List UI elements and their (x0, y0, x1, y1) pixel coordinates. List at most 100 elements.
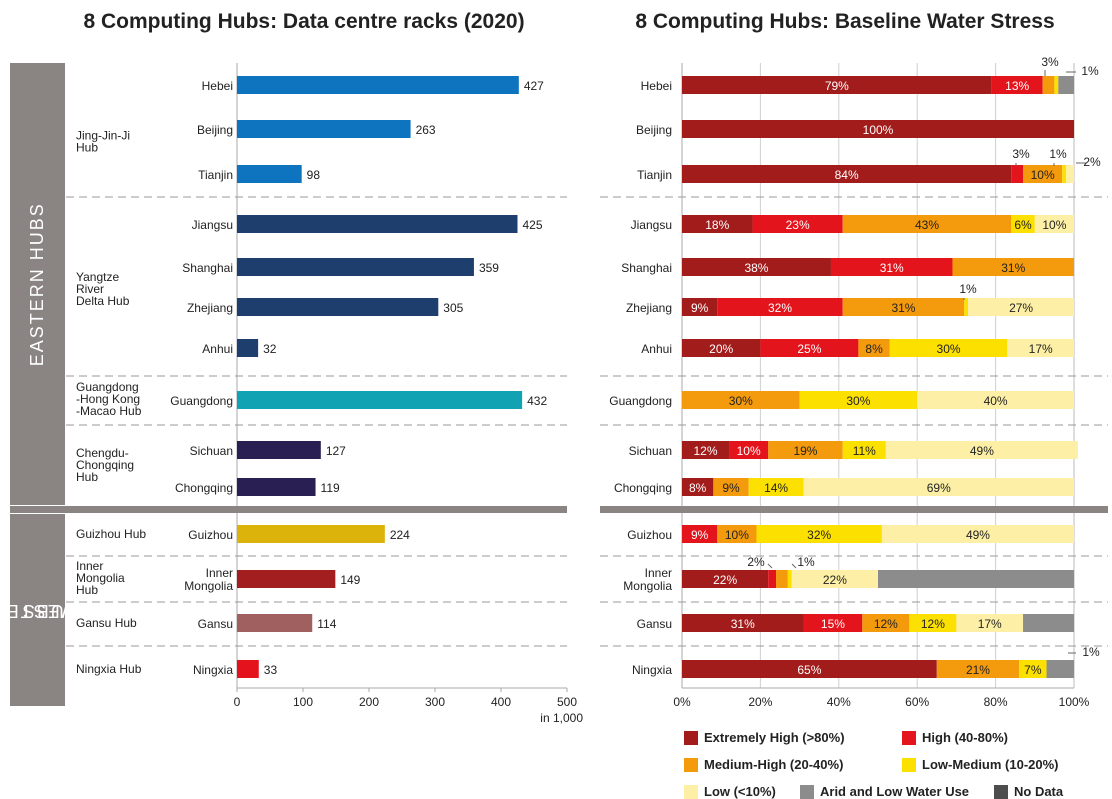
segment-inner-mongolia-arid-and-low-water-use (878, 570, 1074, 588)
hub-label-3-line-1: Chongqing (76, 458, 134, 472)
segment-hebei-high-40-80 (991, 76, 1043, 94)
segment-hebei-extremely-high-80 (682, 76, 992, 94)
row-label-hebei: Hebei (202, 79, 233, 93)
bar-tianjin (237, 165, 302, 183)
segment-hebei-medium-high-20-40 (1042, 76, 1055, 94)
segment-label-sichuan-medium-high-20-40: 19% (793, 444, 817, 458)
segment-label-gansu-low-medium-10-20: 12% (921, 617, 945, 631)
segment-label-zhejiang-medium-high-20-40: 31% (891, 301, 915, 315)
row-label-guangdong: Guangdong (170, 394, 233, 408)
segment-label-inner-mongolia-low-10: 22% (823, 573, 847, 587)
segment-label-tianjin-medium-high-20-40: 10% (1031, 168, 1055, 182)
callout-label-zhejiang-5: 1% (959, 282, 977, 296)
segment-label-guizhou-low-10: 49% (966, 528, 990, 542)
segment-jiangsu-extremely-high-80 (682, 215, 753, 233)
segment-anhui-high-40-80 (760, 339, 859, 357)
legend-swatch-high-40-80 (902, 730, 916, 745)
hub-label-1-line-2: Delta Hub (76, 294, 130, 308)
hub-label-2-line-1: -Hong Kong (76, 392, 140, 406)
hub-label-1-line-1: River (76, 282, 104, 296)
segment-label-sichuan-low-10: 49% (970, 444, 994, 458)
segment-gansu-low-medium-10-20 (909, 614, 957, 632)
segment-guizhou-medium-high-20-40 (717, 525, 757, 543)
row-label-sichuan: Sichuan (629, 444, 672, 458)
segment-chongqing-extremely-high-80 (682, 478, 714, 496)
segment-label-sichuan-high-40-80: 10% (737, 444, 761, 458)
row-label-sichuan: Sichuan (190, 444, 233, 458)
legend-item-arid-and-low-water-use: Arid and Low Water Use (800, 784, 969, 799)
row-label-inner-mongolia-1: Mongolia (184, 579, 233, 593)
eastern-hubs-label: EASTERN HUBS (10, 63, 65, 505)
segment-jiangsu-medium-high-20-40 (842, 215, 1012, 233)
segment-sichuan-medium-high-20-40 (768, 441, 843, 459)
hub-label-0-line-0: Jing-Jin-Ji (76, 129, 130, 143)
segment-tianjin-high-40-80 (1011, 165, 1024, 183)
hub-label-1-line-0: Yangtze (76, 270, 119, 284)
callout-leader-7 (791, 563, 797, 569)
row-label-guangdong: Guangdong (609, 394, 672, 408)
x-tick-label-500: 500 (557, 695, 577, 709)
segment-gansu-medium-high-20-40 (862, 614, 910, 632)
segment-chongqing-low-10 (803, 478, 1074, 496)
segment-anhui-low-medium-10-20 (889, 339, 1008, 357)
legend-swatch-extremely-high-80 (684, 730, 698, 745)
row-label-anhui: Anhui (641, 342, 672, 356)
x-tick-label-3: 60% (905, 695, 929, 709)
segment-chongqing-medium-high-20-40 (713, 478, 749, 496)
segment-shanghai-medium-high-20-40 (952, 258, 1074, 276)
segment-anhui-medium-high-20-40 (858, 339, 890, 357)
segment-label-beijing-extremely-high-80: 100% (863, 123, 894, 137)
value-label-chongqing: 119 (321, 481, 340, 495)
legend-item-extremely-high-80: Extremely High (>80%) (684, 730, 845, 745)
legend-label-no-data: No Data (1014, 784, 1064, 799)
segment-label-anhui-medium-high-20-40: 8% (865, 342, 883, 356)
segment-label-gansu-low-10: 17% (978, 617, 1002, 631)
legend-label-extremely-high-80: Extremely High (>80%) (704, 730, 845, 745)
segment-ningxia-extremely-high-80 (682, 660, 937, 678)
segment-zhejiang-low-medium-10-20 (964, 298, 969, 316)
legend-swatch-low-medium-10-20 (902, 757, 916, 772)
row-label-inner-mongolia-0: Inner (206, 566, 233, 580)
segment-label-guangdong-medium-high-20-40: 30% (729, 394, 753, 408)
segment-guizhou-high-40-80 (682, 525, 718, 543)
segment-label-chongqing-low-10: 69% (927, 481, 951, 495)
row-label-inner-mongolia-1: Mongolia (623, 579, 672, 593)
value-label-gansu: 114 (317, 617, 336, 631)
segment-label-anhui-low-10: 17% (1029, 342, 1053, 356)
segment-label-guizhou-low-medium-10-20: 32% (807, 528, 831, 542)
row-label-gansu: Gansu (637, 617, 672, 631)
segment-label-chongqing-extremely-high-80: 8% (689, 481, 707, 495)
row-label-guizhou: Guizhou (188, 528, 233, 542)
bar-beijing (237, 120, 411, 138)
segment-hebei-arid-and-low-water-use (1058, 76, 1074, 94)
segment-label-jiangsu-medium-high-20-40: 43% (915, 218, 939, 232)
row-label-hebei: Hebei (641, 79, 672, 93)
value-label-shanghai: 359 (479, 261, 499, 275)
row-label-gansu: Gansu (198, 617, 233, 631)
segment-label-guangdong-low-medium-10-20: 30% (846, 394, 870, 408)
segment-jiangsu-low-medium-10-20 (1011, 215, 1035, 233)
bar-sichuan (237, 441, 321, 459)
segment-label-hebei-extremely-high-80: 79% (825, 79, 849, 93)
x-tick-label-2: 40% (827, 695, 851, 709)
legend-swatch-medium-high-20-40 (684, 757, 698, 772)
value-label-beijing: 263 (416, 123, 436, 137)
segment-label-shanghai-high-40-80: 31% (880, 261, 904, 275)
x-tick-label-0: 0 (234, 695, 241, 709)
legend-label-high-40-80: High (40-80%) (922, 730, 1008, 745)
segment-label-jiangsu-low-10: 10% (1042, 218, 1066, 232)
segment-label-guangdong-low-10: 40% (984, 394, 1008, 408)
segment-label-gansu-extremely-high-80: 31% (731, 617, 755, 631)
segment-ningxia-arid-and-low-water-use (1046, 660, 1074, 678)
row-label-zhejiang: Zhejiang (626, 301, 672, 315)
bar-guangdong (237, 391, 523, 409)
segment-guizhou-low-10 (881, 525, 1074, 543)
segment-jiangsu-high-40-80 (752, 215, 843, 233)
segment-tianjin-medium-high-20-40 (1023, 165, 1063, 183)
segment-label-hebei-high-40-80: 13% (1005, 79, 1029, 93)
hub-label-2-line-0: Guangdong (76, 380, 139, 394)
segment-anhui-low-10 (1007, 339, 1074, 357)
bar-chongqing (237, 478, 316, 496)
callout-label-inner-mongolia-7: 1% (797, 555, 815, 569)
segment-inner-mongolia-medium-high-20-40 (776, 570, 788, 588)
